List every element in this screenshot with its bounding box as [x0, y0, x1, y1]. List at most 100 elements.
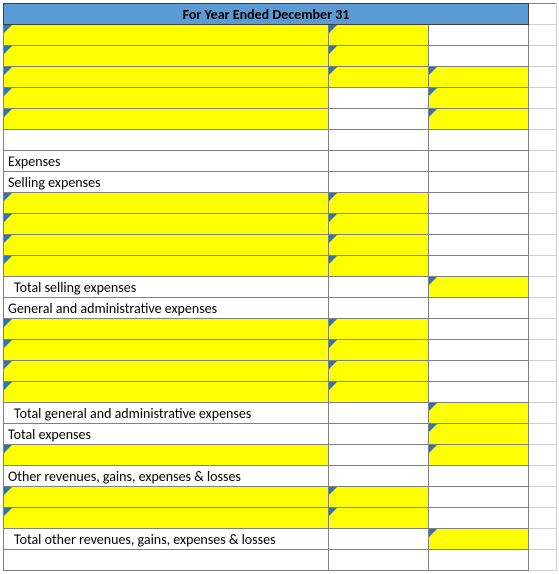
- extra-cell: [529, 172, 557, 193]
- total-selling-expenses-label: Total selling expenses: [4, 277, 329, 298]
- line-item: [4, 193, 557, 214]
- blank-cell: [429, 46, 529, 67]
- blank-cell: [4, 550, 329, 571]
- input-cell[interactable]: [329, 25, 429, 46]
- input-cell[interactable]: [429, 67, 529, 88]
- input-cell[interactable]: [4, 445, 329, 466]
- total-row: Total expenses: [4, 424, 557, 445]
- input-cell[interactable]: [4, 508, 329, 529]
- input-cell[interactable]: [329, 319, 429, 340]
- section-header-row: Selling expenses: [4, 172, 557, 193]
- line-item: [4, 445, 557, 466]
- blank-cell: [429, 361, 529, 382]
- subtotal-row: Total selling expenses: [4, 277, 557, 298]
- section-header-row: General and administrative expenses: [4, 298, 557, 319]
- blank-cell: [429, 508, 529, 529]
- extra-cell: [529, 529, 557, 550]
- extra-cell: [529, 130, 557, 151]
- blank-cell: [429, 466, 529, 487]
- input-cell[interactable]: [4, 25, 329, 46]
- blank-cell: [329, 445, 429, 466]
- input-cell[interactable]: [4, 382, 329, 403]
- input-cell[interactable]: [4, 235, 329, 256]
- blank-cell: [329, 424, 429, 445]
- extra-cell: [529, 214, 557, 235]
- extra-cell: [529, 382, 557, 403]
- extra-cell: [529, 298, 557, 319]
- line-item: [4, 361, 557, 382]
- blank-cell: [429, 151, 529, 172]
- input-cell[interactable]: [4, 67, 329, 88]
- blank-cell: [429, 25, 529, 46]
- blank-cell: [429, 256, 529, 277]
- blank-cell: [429, 340, 529, 361]
- blank-cell: [429, 319, 529, 340]
- extra-cell: [529, 88, 557, 109]
- page-title: For Year Ended December 31: [4, 4, 529, 25]
- subtotal-row: Total other revenues, gains, expenses & …: [4, 529, 557, 550]
- input-cell[interactable]: [4, 109, 329, 130]
- input-cell[interactable]: [429, 109, 529, 130]
- input-cell[interactable]: [329, 67, 429, 88]
- extra-cell: [529, 319, 557, 340]
- input-cell[interactable]: [429, 88, 529, 109]
- input-cell[interactable]: [329, 340, 429, 361]
- line-item: [4, 88, 557, 109]
- blank-cell: [329, 529, 429, 550]
- line-item: [4, 109, 557, 130]
- input-cell[interactable]: [329, 487, 429, 508]
- extra-cell: [529, 67, 557, 88]
- extra-cell: [529, 151, 557, 172]
- input-cell[interactable]: [4, 361, 329, 382]
- input-cell[interactable]: [329, 361, 429, 382]
- extra-cell: [529, 340, 557, 361]
- input-cell[interactable]: [329, 214, 429, 235]
- input-cell[interactable]: [4, 214, 329, 235]
- blank-cell: [429, 487, 529, 508]
- line-item: [4, 508, 557, 529]
- selling-expenses-label: Selling expenses: [4, 172, 329, 193]
- blank-cell: [329, 109, 429, 130]
- blank-row: [4, 130, 557, 151]
- extra-cell: [529, 403, 557, 424]
- input-cell[interactable]: [429, 424, 529, 445]
- input-cell[interactable]: [429, 277, 529, 298]
- input-cell[interactable]: [329, 508, 429, 529]
- extra-cell: [529, 277, 557, 298]
- extra-cell: [529, 487, 557, 508]
- input-cell[interactable]: [329, 46, 429, 67]
- blank-cell: [429, 235, 529, 256]
- total-gen-admin-label: Total general and administrative expense…: [4, 403, 329, 424]
- input-cell[interactable]: [429, 529, 529, 550]
- input-cell[interactable]: [329, 382, 429, 403]
- blank-cell: [329, 88, 429, 109]
- input-cell[interactable]: [4, 487, 329, 508]
- input-cell[interactable]: [329, 235, 429, 256]
- input-cell[interactable]: [4, 340, 329, 361]
- blank-cell: [329, 298, 429, 319]
- input-cell[interactable]: [4, 193, 329, 214]
- section-header-row: Other revenues, gains, expenses & losses: [4, 466, 557, 487]
- blank-cell: [329, 130, 429, 151]
- input-cell[interactable]: [329, 193, 429, 214]
- header-row: For Year Ended December 31: [4, 4, 557, 25]
- blank-cell: [4, 130, 329, 151]
- blank-cell: [429, 130, 529, 151]
- subtotal-row: Total general and administrative expense…: [4, 403, 557, 424]
- line-item: [4, 67, 557, 88]
- line-item: [4, 214, 557, 235]
- input-cell[interactable]: [429, 445, 529, 466]
- blank-cell: [329, 277, 429, 298]
- extra-cell: [529, 46, 557, 67]
- blank-cell: [329, 172, 429, 193]
- extra-cell: [529, 235, 557, 256]
- input-cell[interactable]: [4, 256, 329, 277]
- input-cell[interactable]: [429, 403, 529, 424]
- total-other-rev-label: Total other revenues, gains, expenses & …: [4, 529, 329, 550]
- input-cell[interactable]: [329, 256, 429, 277]
- input-cell[interactable]: [4, 319, 329, 340]
- input-cell[interactable]: [4, 46, 329, 67]
- input-cell[interactable]: [4, 88, 329, 109]
- total-expenses-label: Total expenses: [4, 424, 329, 445]
- blank-row: [4, 550, 557, 571]
